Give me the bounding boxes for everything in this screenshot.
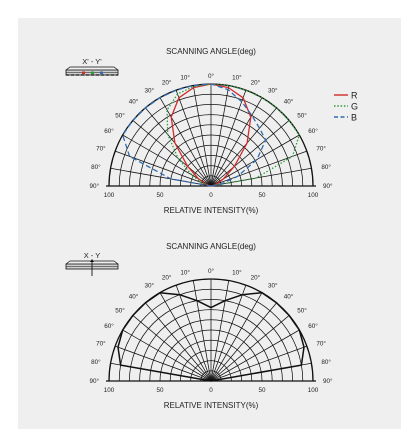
angle-tick-label: 50° <box>297 306 307 314</box>
legend-label-b: B <box>351 113 357 123</box>
angle-tick-label: 20° <box>251 274 261 282</box>
grid-spoke <box>159 292 212 382</box>
x-axis-label: RELATIVE INTENSITY(%) <box>164 401 259 410</box>
grid-spoke <box>210 107 277 187</box>
angle-tick-label: 20° <box>251 79 261 87</box>
grid-spoke <box>210 329 300 382</box>
angle-tick-label: 40° <box>129 98 139 106</box>
grid-spoke <box>145 302 212 382</box>
grid-spoke <box>210 97 263 187</box>
angle-tick-label: 30° <box>268 282 278 290</box>
series-curve-g <box>166 83 300 187</box>
intensity-tick-label: 50 <box>156 387 164 394</box>
intensity-tick-label: 50 <box>156 192 164 199</box>
angle-tick-label: 40° <box>129 293 139 301</box>
polar-chart-1: 0° 10°20°30°40°50°60°70°80°90°10°20°30°40… <box>65 47 358 215</box>
angle-tick-label: 70° <box>316 144 326 152</box>
angle-tick-label: 10° <box>180 269 190 277</box>
angle-tick-label: 70° <box>316 339 326 347</box>
led-package-icon <box>65 66 119 76</box>
intensity-tick-label: 100 <box>308 192 319 199</box>
intensity-tick-label: 100 <box>104 192 115 199</box>
intensity-tick-label: 100 <box>104 387 115 394</box>
angle-tick-label: 90° <box>323 182 333 190</box>
grid-spoke <box>210 90 247 187</box>
angle-tick-label: 20° <box>162 79 172 87</box>
grid-spoke <box>210 315 290 382</box>
grid-spoke <box>210 292 263 382</box>
grid-spoke <box>210 302 277 382</box>
angle-tick-label: 10° <box>180 74 190 82</box>
grid-spoke <box>175 285 212 382</box>
led-lens-edge <box>65 66 119 71</box>
grid-spoke <box>115 150 212 187</box>
grid-spoke <box>192 85 212 187</box>
angle-tick-label: 90° <box>89 377 99 385</box>
angle-tick-label: 60° <box>104 127 114 135</box>
led-chip <box>82 71 85 74</box>
angle-tick-label: 80° <box>91 358 101 366</box>
grid-spoke <box>192 280 212 382</box>
angle-tick-label: 60° <box>104 322 114 330</box>
grid-spoke <box>210 120 290 187</box>
led-chip <box>91 71 94 74</box>
grid-spoke <box>115 345 212 382</box>
legend-label-g: G <box>351 102 358 112</box>
inset-axis-label: X' - Y' <box>82 57 102 66</box>
grid-spoke <box>175 90 212 187</box>
grid-spoke <box>210 85 230 187</box>
angle-tick-label: 40° <box>284 98 294 106</box>
polar-chart-2: 0° 10°20°30°40°50°60°70°80°90°10°20°30°40… <box>65 242 333 410</box>
angle-tick-label: 80° <box>321 358 331 366</box>
grid-spoke <box>159 97 212 187</box>
grid-spoke <box>210 167 312 187</box>
led-package-icon <box>65 259 119 276</box>
inset-axis-label: X - Y <box>84 251 101 260</box>
intensity-tick-label: 0 <box>209 192 213 199</box>
angle-tick-label: 40° <box>284 293 294 301</box>
grid-spoke <box>210 285 247 382</box>
grid-spoke <box>145 107 212 187</box>
angle-tick-label: 80° <box>91 163 101 171</box>
chart-title: SCANNING ANGLE(deg) <box>166 47 256 56</box>
chart-title: SCANNING ANGLE(deg) <box>166 242 256 251</box>
angle-tick-label: 30° <box>144 87 154 95</box>
legend-label-r: R <box>351 91 358 101</box>
angle-tick-label: 60° <box>308 127 318 135</box>
grid-spoke <box>210 345 307 382</box>
angle-tick-label: 0° <box>208 267 215 275</box>
intensity-tick-label: 0 <box>209 387 213 394</box>
angle-tick-label: 30° <box>144 282 154 290</box>
angle-tick-label: 20° <box>162 274 172 282</box>
grid-spoke <box>210 150 307 187</box>
series-curve-pattern <box>117 291 305 382</box>
grid-spoke <box>132 315 212 382</box>
angle-tick-label: 0° <box>208 72 215 80</box>
grid-spoke <box>210 280 230 382</box>
led-chip <box>100 71 103 74</box>
grid-spoke <box>122 329 212 382</box>
angle-tick-label: 50° <box>297 111 307 119</box>
series-curve-b <box>122 83 267 187</box>
angle-tick-label: 50° <box>115 111 125 119</box>
angle-tick-label: 90° <box>89 182 99 190</box>
intensity-tick-label: 50 <box>258 192 266 199</box>
angle-tick-label: 60° <box>308 322 318 330</box>
grid-spoke <box>132 120 212 187</box>
grid-spoke <box>122 134 212 187</box>
angle-tick-label: 10° <box>232 269 242 277</box>
led-lens-edge <box>65 260 119 265</box>
x-axis-label: RELATIVE INTENSITY(%) <box>164 206 259 215</box>
angle-tick-label: 50° <box>115 306 125 314</box>
intensity-tick-label: 50 <box>258 387 266 394</box>
angle-tick-label: 30° <box>268 87 278 95</box>
angle-tick-label: 80° <box>321 163 331 171</box>
angle-tick-label: 90° <box>323 377 333 385</box>
angle-tick-label: 70° <box>96 144 106 152</box>
angle-tick-label: 70° <box>96 339 106 347</box>
angle-tick-label: 10° <box>232 74 242 82</box>
intensity-tick-label: 100 <box>308 387 319 394</box>
